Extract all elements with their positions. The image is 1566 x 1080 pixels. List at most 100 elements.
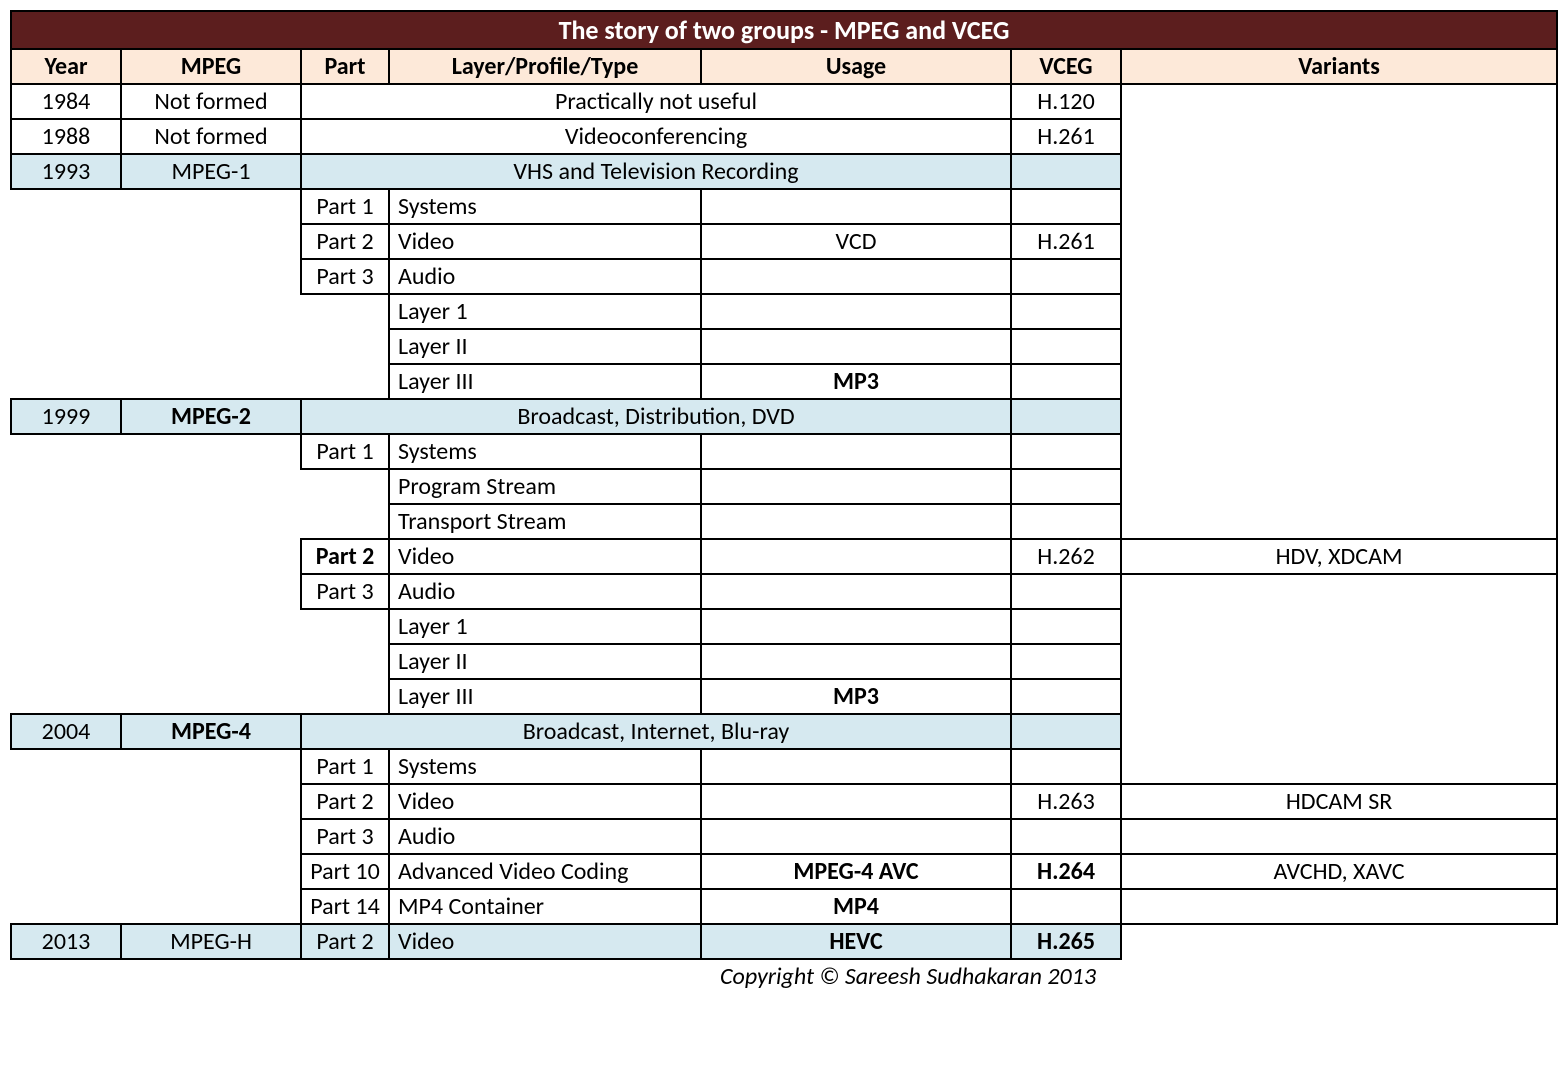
cell-vceg <box>1011 819 1121 854</box>
cell-vceg <box>1011 364 1121 399</box>
col-mpeg: MPEG <box>121 49 301 84</box>
col-var: Variants <box>1121 49 1557 84</box>
cell-usage <box>701 434 1011 469</box>
cell-year: 2013 <box>11 924 121 959</box>
table-row: Part 10 Advanced Video Coding MPEG-4 AVC… <box>11 854 1557 889</box>
cell-part: Part 3 <box>301 819 389 854</box>
cell-usage <box>701 784 1011 819</box>
cell-usage: MPEG-4 AVC <box>701 854 1011 889</box>
cell-var <box>1121 189 1557 224</box>
cell-vceg <box>1011 294 1121 329</box>
cell-var <box>1121 924 1557 959</box>
table-row: Layer II <box>11 329 1557 364</box>
cell-layer: Audio <box>389 574 701 609</box>
cell-layer: Layer II <box>389 329 701 364</box>
cell-var <box>1121 469 1557 504</box>
cell-layer: Layer II <box>389 644 701 679</box>
cell-usage <box>701 469 1011 504</box>
title-row: The story of two groups - MPEG and VCEG <box>11 11 1557 49</box>
cell-var <box>1121 504 1557 539</box>
cell-part: Part 1 <box>301 749 389 784</box>
cell-part: Part 2 <box>301 539 389 574</box>
table-row: Part 1 Systems <box>11 434 1557 469</box>
cell-vceg <box>1011 259 1121 294</box>
cell-layer: Systems <box>389 189 701 224</box>
cell-desc: Broadcast, Internet, Blu-ray <box>301 714 1011 749</box>
cell-var <box>1121 574 1557 609</box>
cell-layer: Audio <box>389 819 701 854</box>
cell-var <box>1121 644 1557 679</box>
cell-vceg: H.263 <box>1011 784 1121 819</box>
cell-year: 1999 <box>11 399 121 434</box>
cell-usage <box>701 259 1011 294</box>
table-row: 1984 Not formed Practically not useful H… <box>11 84 1557 119</box>
cell-var <box>1121 259 1557 294</box>
cell-vceg <box>1011 469 1121 504</box>
cell-vceg: H.264 <box>1011 854 1121 889</box>
cell-desc: VHS and Television Recording <box>301 154 1011 189</box>
cell-var <box>1121 749 1557 784</box>
cell-part: Part 1 <box>301 434 389 469</box>
table-row: Layer II <box>11 644 1557 679</box>
cell-vceg <box>1011 679 1121 714</box>
cell-mpeg: MPEG-1 <box>121 154 301 189</box>
cell-var <box>1121 119 1557 154</box>
cell-var <box>1121 364 1557 399</box>
cell-layer: Layer 1 <box>389 609 701 644</box>
table-row: 1999 MPEG-2 Broadcast, Distribution, DVD <box>11 399 1557 434</box>
cell-var <box>1121 84 1557 119</box>
cell-layer: Video <box>389 539 701 574</box>
cell-var <box>1121 224 1557 259</box>
cell-layer: Systems <box>389 749 701 784</box>
table-row: Layer III MP3 <box>11 364 1557 399</box>
cell-usage <box>701 329 1011 364</box>
cell-part: Part 14 <box>301 889 389 924</box>
cell-usage <box>701 819 1011 854</box>
cell-vceg: H.262 <box>1011 539 1121 574</box>
cell-usage: VCD <box>701 224 1011 259</box>
cell-usage <box>701 609 1011 644</box>
cell-desc: Practically not useful <box>301 84 1011 119</box>
table-row: 1993 MPEG-1 VHS and Television Recording <box>11 154 1557 189</box>
cell-usage <box>701 189 1011 224</box>
cell-var <box>1121 679 1557 714</box>
cell-vceg: H.261 <box>1011 224 1121 259</box>
cell-vceg <box>1011 749 1121 784</box>
cell-layer: Advanced Video Coding <box>389 854 701 889</box>
cell-layer: MP4 Container <box>389 889 701 924</box>
cell-vceg <box>1011 154 1121 189</box>
cell-var <box>1121 329 1557 364</box>
cell-layer: Transport Stream <box>389 504 701 539</box>
cell-mpeg: MPEG-4 <box>121 714 301 749</box>
cell-year: 1988 <box>11 119 121 154</box>
cell-usage <box>701 749 1011 784</box>
col-part: Part <box>301 49 389 84</box>
cell-vceg <box>1011 434 1121 469</box>
table-row: Part 3 Audio <box>11 574 1557 609</box>
cell-usage <box>701 539 1011 574</box>
cell-usage: MP4 <box>701 889 1011 924</box>
col-vceg: VCEG <box>1011 49 1121 84</box>
cell-var <box>1121 434 1557 469</box>
table-row: Part 3 Audio <box>11 259 1557 294</box>
cell-mpeg: Not formed <box>121 119 301 154</box>
cell-part: Part 3 <box>301 574 389 609</box>
cell-layer: Layer III <box>389 364 701 399</box>
table-row: Layer 1 <box>11 294 1557 329</box>
cell-year: 1984 <box>11 84 121 119</box>
cell-layer: Program Stream <box>389 469 701 504</box>
cell-vceg <box>1011 399 1121 434</box>
cell-var <box>1121 399 1557 434</box>
cell-var: AVCHD, XAVC <box>1121 854 1557 889</box>
cell-vceg <box>1011 574 1121 609</box>
cell-layer: Video <box>389 224 701 259</box>
cell-part: Part 10 <box>301 854 389 889</box>
cell-var <box>1121 889 1557 924</box>
table-row: 2013 MPEG-H Part 2 Video HEVC H.265 <box>11 924 1557 959</box>
cell-part: Part 1 <box>301 189 389 224</box>
cell-layer: Video <box>389 924 701 959</box>
table-row: Layer 1 <box>11 609 1557 644</box>
table-row: Part 2 Video H.263 HDCAM SR <box>11 784 1557 819</box>
cell-usage <box>701 294 1011 329</box>
cell-part: Part 2 <box>301 924 389 959</box>
